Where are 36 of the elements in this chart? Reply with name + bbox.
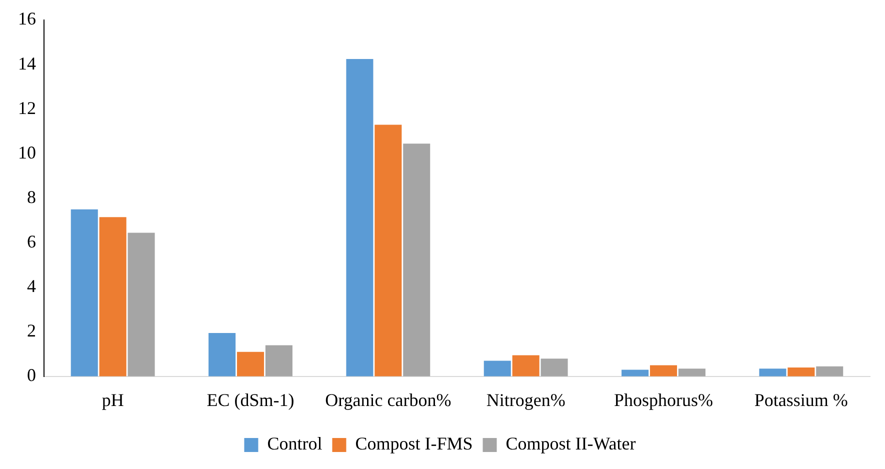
x-tick-label: Organic carbon% [325, 390, 452, 410]
bar [374, 124, 402, 376]
bar [540, 358, 568, 376]
bar [128, 232, 155, 376]
bar [650, 365, 678, 376]
y-tick-label: 0 [27, 365, 36, 386]
bar [208, 332, 236, 376]
bar [99, 217, 126, 376]
bar [346, 58, 374, 376]
bar [816, 366, 844, 376]
x-tick-label: pH [102, 390, 124, 410]
bar [484, 360, 511, 376]
y-tick-label: 6 [27, 231, 36, 252]
bar [265, 345, 292, 376]
legend-label: Compost II-Water [506, 434, 636, 454]
bar [236, 352, 264, 376]
bar [403, 144, 430, 376]
x-tick-label: EC (dSm-1) [206, 390, 294, 410]
y-tick-label: 12 [18, 98, 36, 118]
y-tick-label: 4 [27, 276, 36, 296]
x-tick-label: Nitrogen% [486, 390, 566, 410]
y-tick-label: 8 [27, 186, 36, 207]
y-tick-label: 14 [18, 53, 36, 74]
y-tick-label: 16 [18, 8, 36, 29]
bar [622, 370, 649, 376]
bar [759, 368, 786, 376]
bar [512, 355, 540, 376]
bar [788, 367, 815, 376]
y-tick-label: 2 [27, 320, 36, 341]
bar [678, 368, 706, 376]
x-tick-label: Potassium % [754, 390, 848, 410]
y-tick-label: 10 [18, 142, 36, 162]
x-tick-label: Phosphorus% [614, 390, 714, 410]
legend-label: Compost I-FMS [355, 434, 473, 454]
legend-label: Control [267, 434, 322, 454]
bar [70, 209, 98, 376]
